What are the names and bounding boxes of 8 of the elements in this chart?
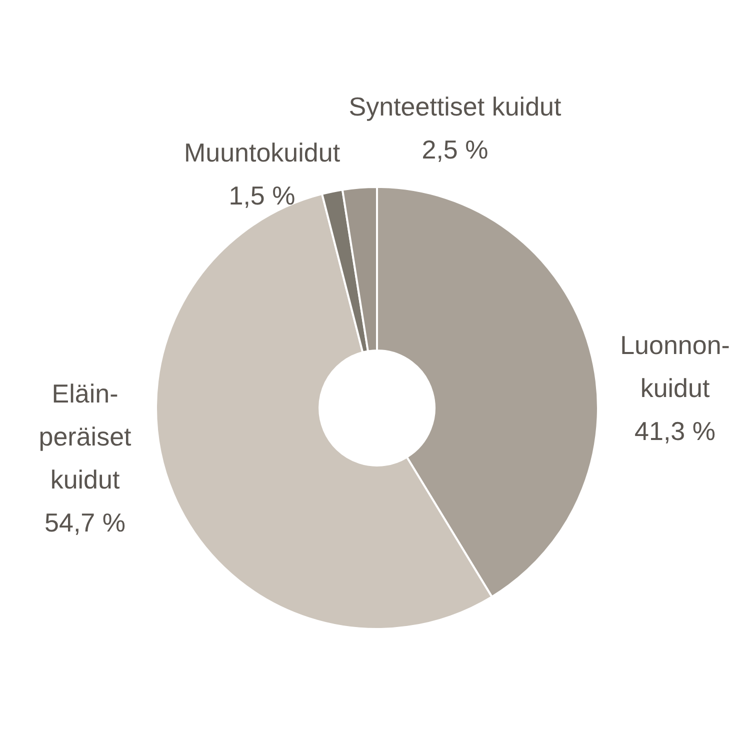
slice-label: Synteettiset kuidut: [348, 92, 562, 122]
slice-label: Luonnon- kuidut: [620, 330, 730, 404]
data-label: 1,5 %: [228, 180, 296, 211]
data-label: 54,7 %: [44, 508, 126, 538]
data-label: 2,5 %: [422, 134, 488, 165]
slice-label: Eläin- peräiset kuidut: [38, 378, 132, 495]
data-label: 41,3 %: [634, 416, 716, 446]
slice-label: Muuntokuidut: [184, 138, 341, 168]
